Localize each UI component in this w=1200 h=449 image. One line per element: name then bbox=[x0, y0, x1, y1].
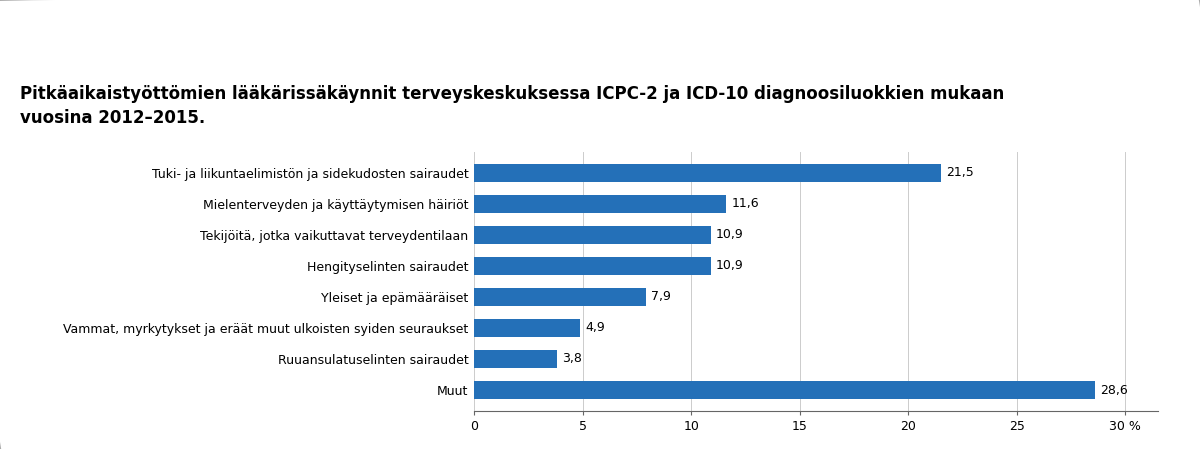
Bar bbox=[474, 257, 710, 275]
Text: 11,6: 11,6 bbox=[731, 197, 758, 210]
Bar bbox=[474, 319, 581, 337]
Text: 3,8: 3,8 bbox=[562, 352, 582, 365]
Text: KUVIO 2.: KUVIO 2. bbox=[12, 17, 92, 31]
Bar bbox=[474, 194, 726, 213]
Bar bbox=[474, 288, 646, 306]
Text: 28,6: 28,6 bbox=[1100, 383, 1128, 396]
Text: 7,9: 7,9 bbox=[650, 291, 671, 304]
Bar bbox=[474, 226, 710, 244]
Text: 10,9: 10,9 bbox=[716, 228, 744, 241]
Bar bbox=[474, 350, 557, 368]
Bar bbox=[474, 163, 941, 181]
Bar bbox=[474, 381, 1096, 399]
Text: 4,9: 4,9 bbox=[586, 321, 606, 335]
Text: 10,9: 10,9 bbox=[716, 259, 744, 272]
Text: Pitkäaikaistyöttömien lääkärissäkäynnit terveyskeskuksessa ICPC-2 ja ICD-10 diag: Pitkäaikaistyöttömien lääkärissäkäynnit … bbox=[20, 85, 1004, 127]
Text: 21,5: 21,5 bbox=[947, 166, 974, 179]
